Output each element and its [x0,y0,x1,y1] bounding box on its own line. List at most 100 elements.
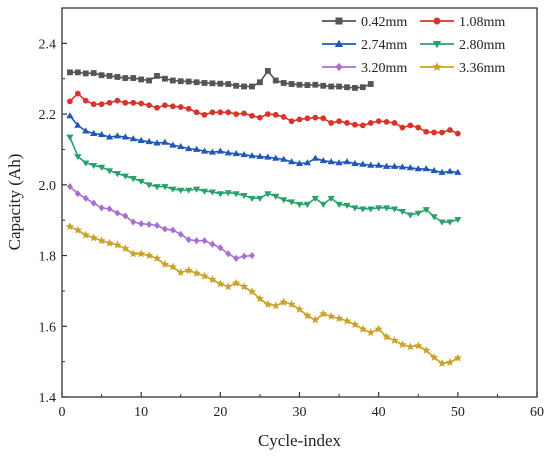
data-point [296,116,303,123]
data-point [336,118,342,125]
data-point [447,127,453,133]
data-point [352,85,358,91]
data-point [122,99,129,106]
data-point [193,237,200,245]
data-point [138,220,145,228]
data-point [82,97,89,104]
data-point [312,81,319,88]
data-point [121,133,129,140]
data-point [113,240,122,249]
data-point [295,201,304,208]
data-point [240,193,248,200]
data-point [177,104,184,110]
data-point [122,212,129,220]
data-point [145,182,153,189]
data-point [106,99,113,106]
x-tick-label: 0 [59,405,66,420]
data-point [200,147,209,154]
data-point [153,184,161,191]
data-point [415,124,422,131]
data-point [66,112,74,119]
data-point [201,237,208,245]
data-point [129,135,137,142]
data-point [106,205,113,213]
data-point [193,109,200,116]
data-point [161,138,169,145]
data-point [303,311,312,320]
data-point [382,332,391,341]
data-point [192,186,201,193]
data-point [82,127,90,134]
data-point [264,153,272,160]
data-point [343,202,351,210]
data-point [154,221,160,230]
data-point [312,114,319,121]
data-point [65,222,75,231]
data-point [177,187,185,194]
y-tick-label: 2.2 [39,108,57,123]
data-point [162,102,168,109]
data-point [352,121,358,128]
data-point [272,77,279,84]
data-point [152,253,162,262]
data-point [350,320,360,329]
data-point [106,72,113,79]
data-point [232,191,240,198]
series-3.36mm [65,222,463,367]
data-point [232,150,240,157]
data-point [231,278,241,287]
y-tick-label: 2.4 [39,37,57,52]
y-tick-label: 2.0 [39,179,57,194]
data-point [225,250,232,258]
data-point [327,195,335,202]
data-point [137,178,145,185]
data-point [304,115,311,122]
data-point [216,191,224,198]
data-point [122,75,129,81]
data-point [224,282,233,291]
x-tick-label: 50 [451,405,465,420]
data-point [256,152,264,159]
data-point [248,152,256,159]
data-point [90,162,98,170]
data-point [185,78,192,85]
data-point [224,190,232,197]
data-point [224,149,232,156]
data-point [67,98,73,105]
data-point [263,299,273,308]
data-point [320,82,327,89]
data-point [407,122,414,129]
data-point [241,110,247,117]
legend: 0.42mm 1.08mm 2.74mm 2.80mm 3.20mm 3.36mm [322,15,505,76]
data-point [233,254,240,262]
legend-label: 1.08mm [459,15,505,30]
data-point [249,112,255,119]
data-point [130,218,137,226]
data-point [280,80,287,86]
data-point [129,176,137,183]
data-point [138,76,145,83]
data-point [336,83,342,90]
data-point [311,195,319,202]
x-tick-label: 40 [372,405,386,420]
data-point [185,187,193,194]
data-point [288,118,295,125]
data-point [74,190,81,198]
data-point [82,194,89,202]
data-point [366,328,375,337]
data-point [161,184,169,191]
data-point [359,84,366,91]
data-point [201,111,208,118]
data-point [454,168,462,175]
data-point [169,186,177,193]
data-point [177,142,185,150]
data-point [193,79,200,86]
legend-label: 3.36mm [459,61,505,76]
data-point [280,155,288,162]
data-point [271,301,280,310]
data-point [162,75,168,82]
data-point [89,233,98,242]
data-point [280,197,288,204]
data-point [343,158,351,165]
y-tick-label: 1.4 [39,391,57,406]
